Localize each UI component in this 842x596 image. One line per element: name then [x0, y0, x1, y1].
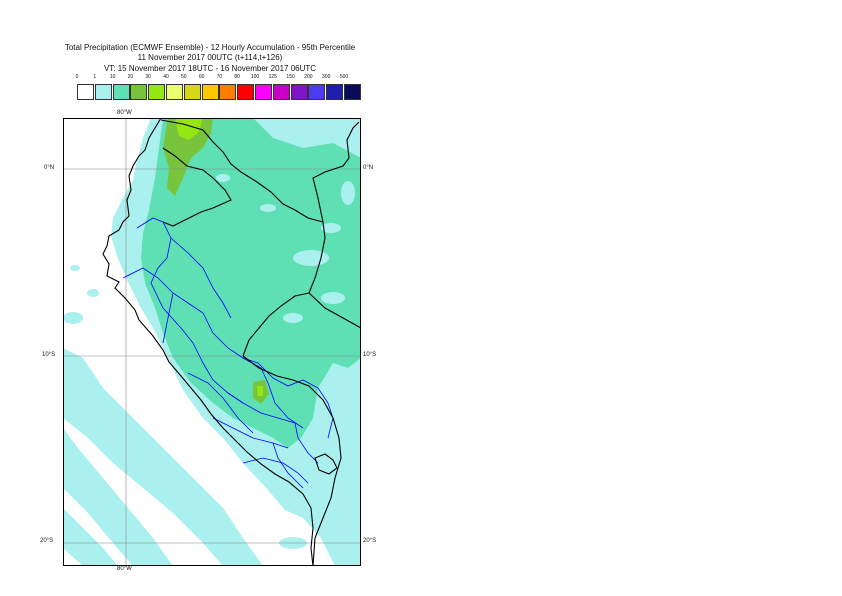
- precipitation-map: [63, 118, 361, 566]
- legend-color-swatch: [237, 84, 255, 100]
- precip-light-patches: [216, 174, 355, 323]
- chart-subtitle-base-time: 11 November 2017 00UTC (t+114,t+126): [137, 53, 283, 62]
- legend-threshold-label: 300: [322, 74, 331, 80]
- legend-color-swatch: [77, 84, 94, 100]
- legend-threshold-label: 10: [109, 74, 116, 80]
- legend-color-swatch: [112, 84, 130, 100]
- precip-offshore-streaks: [63, 265, 307, 566]
- legend-color-swatch: [94, 84, 112, 100]
- legend-color-swatch: [344, 84, 361, 100]
- legend-color-swatch: [219, 84, 237, 100]
- legend-threshold-label: 1: [93, 74, 97, 80]
- country-borders: [102, 118, 361, 566]
- legend-color-swatch: [183, 84, 201, 100]
- chart-title: Total Precipitation (ECMWF Ensemble) - 1…: [64, 43, 356, 52]
- legend-threshold-label: 50: [181, 74, 187, 80]
- legend-color-swatch: [272, 84, 290, 100]
- legend-threshold-label: 70: [216, 74, 223, 80]
- legend-color-swatch: [201, 84, 219, 100]
- lat-label-10s-left: 10°S: [42, 352, 56, 358]
- chart-subtitle-valid-time: VT: 15 November 2017 18UTC - 16 November…: [103, 64, 317, 73]
- legend-color-swatch: [290, 84, 308, 100]
- lat-label-20s-right: 20°S: [363, 538, 377, 544]
- legend-color-swatch: [130, 84, 148, 100]
- lon-label-bottom: 80°W: [117, 566, 132, 572]
- precip-heavy-patches: [163, 118, 269, 404]
- lat-label-10s-right: 10°S: [363, 352, 377, 358]
- legend-threshold-label: 0: [75, 74, 79, 80]
- legend-color-swatch: [326, 84, 344, 100]
- legend-threshold-label: 40: [163, 74, 169, 80]
- legend-threshold-label: 80: [234, 74, 240, 80]
- legend-threshold-label: 20: [127, 74, 134, 80]
- legend-color-swatch: [166, 84, 183, 100]
- legend-color-swatch: [148, 84, 166, 100]
- legend-threshold-label: 150: [286, 74, 295, 80]
- legend-threshold-label: 500: [339, 74, 349, 80]
- lat-label-20s-left: 20°S: [40, 538, 54, 544]
- legend-threshold-label: 60: [198, 74, 205, 80]
- map-frame: [63, 118, 361, 566]
- legend-threshold-label: 125: [268, 74, 277, 80]
- lon-label-top: 80°W: [117, 110, 132, 116]
- legend-threshold-label: 30: [145, 74, 151, 80]
- legend-color-swatch: [308, 84, 326, 100]
- lat-label-0-right: 0°N: [363, 165, 374, 171]
- legend-color-swatch: [255, 84, 272, 100]
- precip-area-aquagreen: [141, 118, 361, 448]
- legend-threshold-label: 200: [304, 74, 313, 80]
- legend-threshold-label: 100: [250, 74, 260, 80]
- graticule: [63, 118, 361, 566]
- lat-label-0-left: 0°N: [44, 165, 55, 171]
